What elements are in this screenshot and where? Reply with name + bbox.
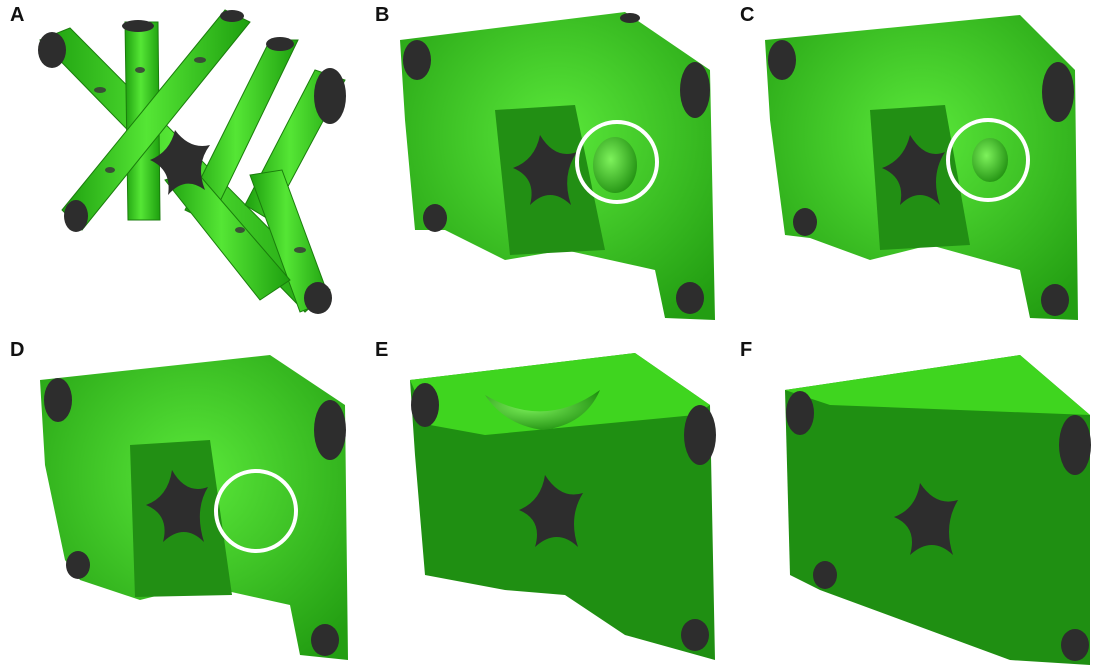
- panel-label-d: D: [10, 339, 25, 361]
- panel-label-c: C: [740, 4, 755, 26]
- panel-label-a: A: [10, 4, 25, 26]
- solid-block-render: [785, 355, 1091, 665]
- tube-lattice-render: [38, 9, 346, 314]
- highlight-circle: [946, 118, 1030, 202]
- panel-d: D: [0, 335, 365, 670]
- panel-a: A: [0, 0, 365, 335]
- highlight-circle: [575, 120, 659, 204]
- panel-label-b: B: [375, 4, 390, 26]
- panel-c: C: [730, 0, 1095, 335]
- panel-label-f: F: [740, 339, 753, 361]
- porous-block-render: [40, 355, 348, 660]
- porous-block-render: [765, 15, 1078, 320]
- panel-b: B: [365, 0, 730, 335]
- highlight-circle: [214, 469, 298, 553]
- porous-block-render: [410, 353, 716, 660]
- porous-block-render: [400, 12, 715, 320]
- panel-e: E: [365, 335, 730, 670]
- panel-f: F: [730, 335, 1095, 670]
- panel-label-e: E: [375, 339, 389, 361]
